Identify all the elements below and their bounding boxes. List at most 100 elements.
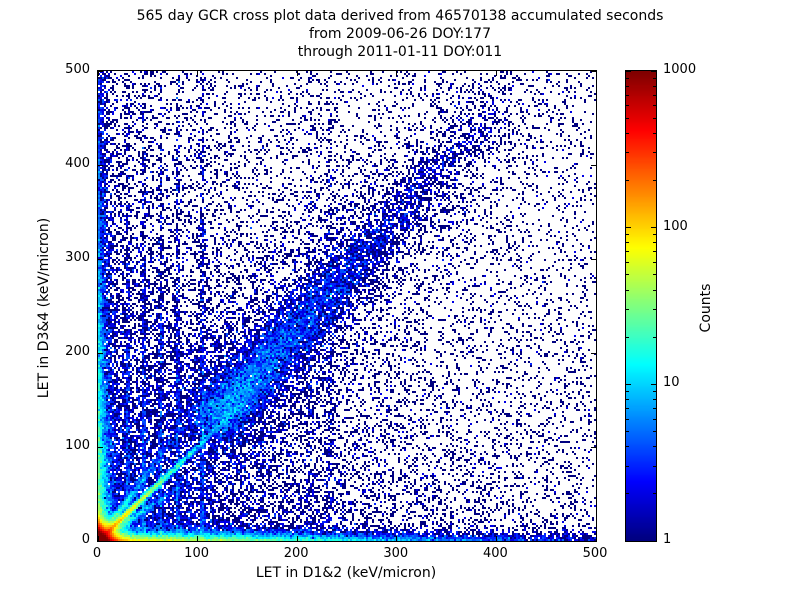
x-tick-mark (495, 536, 497, 541)
x-tick-mark (595, 536, 597, 541)
colorbar-minor-tick-mark (653, 418, 656, 420)
y-tick-mark (98, 352, 103, 354)
colorbar-minor-tick-mark (653, 234, 656, 236)
colorbar-tick-mark (626, 70, 631, 72)
plot-area (97, 70, 597, 542)
colorbar-minor-tick-mark (653, 85, 656, 87)
colorbar-label: Counts (698, 283, 714, 333)
colorbar-minor-tick-mark (653, 117, 656, 119)
y-axis-label: LET in D3&4 (keV/micron) (36, 217, 52, 399)
colorbar-minor-tick-mark (626, 94, 629, 96)
colorbar-minor-tick-mark (626, 261, 629, 263)
x-tick-label: 500 (582, 546, 608, 561)
colorbar-minor-tick-mark (653, 105, 656, 107)
colorbar-tick-mark (626, 227, 631, 229)
y-tick-mark (591, 164, 596, 166)
colorbar-tick-mark (651, 227, 656, 229)
colorbar-minor-tick-mark (626, 418, 629, 420)
colorbar-gradient-canvas (626, 71, 656, 541)
y-tick-label: 400 (65, 156, 90, 171)
colorbar-minor-tick-mark (626, 274, 629, 276)
colorbar-minor-tick-mark (626, 309, 629, 311)
colorbar-minor-tick-mark (626, 399, 629, 401)
y-tick-mark (98, 540, 103, 542)
colorbar-tick-mark (626, 383, 631, 385)
y-tick-mark (591, 352, 596, 354)
colorbar-minor-tick-mark (653, 274, 656, 276)
colorbar-minor-tick-mark (626, 430, 629, 432)
x-tick-label: 0 (92, 546, 102, 561)
colorbar-minor-tick-mark (653, 261, 656, 263)
x-tick-mark (97, 71, 99, 76)
colorbar-minor-tick-mark (653, 446, 656, 448)
y-tick-mark (98, 70, 103, 72)
y-tick-mark (98, 258, 103, 260)
colorbar-minor-tick-mark (653, 336, 656, 338)
colorbar-tick-label: 100 (663, 218, 688, 234)
colorbar-tick-mark (651, 540, 656, 542)
colorbar-minor-tick-mark (653, 242, 656, 244)
x-tick-mark (197, 71, 199, 76)
y-tick-label: 500 (65, 62, 90, 77)
colorbar-minor-tick-mark (653, 77, 656, 79)
y-tick-label: 100 (65, 438, 90, 453)
y-tick-label: 0 (81, 532, 90, 547)
colorbar-minor-tick-mark (626, 152, 629, 154)
x-tick-mark (595, 71, 597, 76)
x-tick-mark (197, 536, 199, 541)
colorbar-minor-tick-mark (653, 94, 656, 96)
colorbar-minor-tick-mark (626, 289, 629, 291)
colorbar-minor-tick-mark (653, 465, 656, 467)
x-tick-label: 200 (283, 546, 309, 561)
colorbar-minor-tick-mark (653, 391, 656, 392)
colorbar-minor-tick-mark (626, 251, 629, 253)
colorbar (625, 70, 657, 542)
chart-title-line-1: 565 day GCR cross plot data derived from… (136, 8, 664, 24)
colorbar-minor-tick-mark (626, 242, 629, 244)
colorbar-tick-mark (651, 70, 656, 72)
y-tick-mark (98, 446, 103, 448)
colorbar-minor-tick-mark (653, 180, 656, 181)
x-tick-mark (296, 536, 298, 541)
colorbar-tick-label: 10 (663, 375, 680, 391)
y-tick-label: 200 (65, 344, 90, 359)
colorbar-minor-tick-mark (626, 132, 629, 134)
colorbar-minor-tick-mark (653, 251, 656, 253)
x-tick-mark (495, 71, 497, 76)
x-tick-label: 300 (383, 546, 409, 561)
x-tick-label: 400 (482, 546, 508, 561)
colorbar-minor-tick-mark (653, 152, 656, 154)
colorbar-minor-tick-mark (626, 391, 629, 392)
colorbar-minor-tick-mark (653, 399, 656, 401)
colorbar-tick-label: 1000 (663, 62, 697, 77)
colorbar-minor-tick-mark (626, 180, 629, 181)
colorbar-minor-tick-mark (626, 234, 629, 236)
colorbar-minor-tick-mark (626, 117, 629, 119)
x-axis-label: LET in D1&2 (keV/micron) (255, 565, 437, 581)
heatmap-canvas (98, 71, 596, 541)
y-tick-mark (98, 164, 103, 166)
y-tick-mark (591, 258, 596, 260)
x-tick-mark (296, 71, 298, 76)
chart-title-line-3: through 2011-01-11 DOY:011 (297, 44, 503, 60)
y-tick-mark (591, 540, 596, 542)
colorbar-tick-mark (626, 540, 631, 542)
colorbar-minor-tick-mark (626, 446, 629, 448)
colorbar-minor-tick-mark (653, 430, 656, 432)
colorbar-minor-tick-mark (626, 85, 629, 87)
x-tick-mark (396, 71, 398, 76)
colorbar-minor-tick-mark (626, 336, 629, 338)
colorbar-tick-mark (651, 383, 656, 385)
colorbar-minor-tick-mark (653, 493, 656, 495)
x-tick-mark (97, 536, 99, 541)
chart-title-line-2: from 2009-06-26 DOY:177 (308, 26, 491, 42)
y-tick-mark (591, 70, 596, 72)
colorbar-minor-tick-mark (653, 408, 656, 410)
colorbar-minor-tick-mark (626, 77, 629, 79)
colorbar-minor-tick-mark (626, 408, 629, 410)
x-tick-label: 100 (184, 546, 209, 561)
y-tick-mark (591, 446, 596, 448)
colorbar-tick-label: 1 (663, 532, 672, 547)
colorbar-minor-tick-mark (653, 132, 656, 134)
